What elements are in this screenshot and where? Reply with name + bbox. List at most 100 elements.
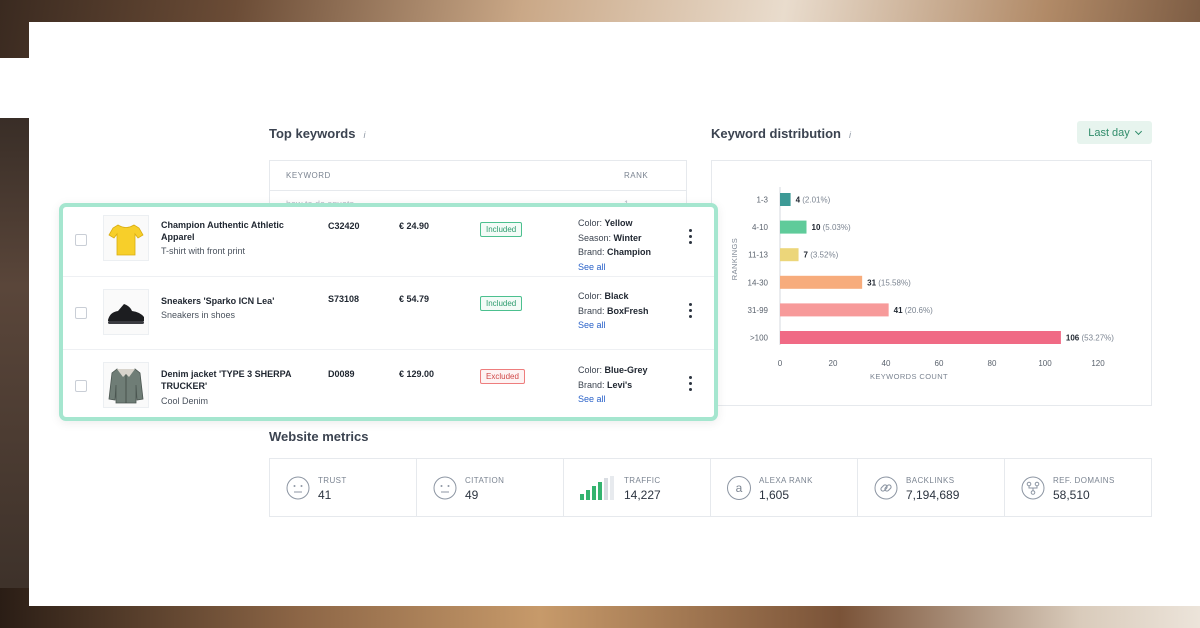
- product-sku: C32420: [328, 221, 360, 231]
- bar-chart: 1-3 4 (2.01%) 4-10 10 (5.03%) 11-13 7 (3.52%)…: [730, 187, 1114, 381]
- background-patch: [0, 58, 30, 118]
- y-tick-label: >100: [750, 334, 769, 343]
- rank-column-header[interactable]: RANK: [624, 171, 649, 180]
- status-badge: Included: [480, 222, 523, 237]
- metric-trust: TRUST 41: [270, 459, 417, 516]
- see-all-link[interactable]: See all: [578, 320, 606, 330]
- row-checkbox[interactable]: [75, 307, 87, 319]
- background-photo-left: [0, 58, 30, 628]
- y-tick-label: 31-99: [748, 306, 769, 315]
- data-label: 4 (2.01%): [796, 196, 831, 205]
- y-tick-label: 11-13: [748, 251, 768, 260]
- neutral-face-icon: [286, 476, 310, 500]
- x-axis-label: KEYWORDS COUNT: [870, 372, 948, 381]
- data-value: 7: [804, 251, 809, 260]
- period-label: Last day: [1088, 126, 1130, 139]
- metric-backlinks: BACKLINKS 7,194,689: [858, 459, 1005, 516]
- top-keywords-title: Top keywords i: [269, 126, 366, 141]
- bar: [780, 303, 889, 317]
- product-row[interactable]: Sneakers 'Sparko ICN Lea' Sneakers in sh…: [63, 277, 714, 350]
- row-checkbox[interactable]: [75, 380, 87, 392]
- denim-jacket-icon: [103, 362, 149, 408]
- product-attributes: Color: Yellow Season: Winter Brand: Cham…: [578, 216, 651, 274]
- more-options-icon[interactable]: [687, 303, 693, 318]
- yellow-tshirt-icon: [103, 215, 149, 261]
- bar: [780, 193, 791, 206]
- bar: [780, 220, 807, 234]
- product-price: € 54.79: [399, 294, 430, 304]
- product-sku: D0089: [328, 369, 355, 379]
- metric-label: BACKLINKS: [906, 476, 955, 485]
- y-tick-label: 4-10: [752, 223, 769, 232]
- table-header: KEYWORD RANK: [270, 161, 686, 191]
- metric-value: 41: [318, 488, 332, 502]
- bar: [780, 331, 1061, 344]
- more-options-icon[interactable]: [687, 376, 693, 391]
- y-tick-label: 14-30: [748, 278, 769, 287]
- product-price: € 24.90: [399, 221, 430, 231]
- data-label: 31 (15.58%): [867, 278, 911, 287]
- metric-label: ALEXA RANK: [759, 476, 813, 485]
- metric-alexa-rank: a ALEXA RANK 1,605: [711, 459, 858, 516]
- keyword-column-header[interactable]: KEYWORD: [286, 171, 331, 180]
- metric-value: 7,194,689: [906, 488, 960, 502]
- product-attributes: Color: Black Brand: BoxFresh See all: [578, 289, 649, 333]
- black-sneaker-icon: [103, 289, 149, 335]
- product-name[interactable]: Sneakers 'Sparko ICN Lea': [161, 296, 275, 306]
- website-metrics-bar: TRUST 41 CITATION 49 TRAFFIC 14,227 a AL…: [269, 458, 1152, 517]
- data-label: 7 (3.52%): [804, 251, 839, 260]
- data-label: 106 (53.27%): [1066, 334, 1114, 343]
- see-all-link[interactable]: See all: [578, 261, 606, 272]
- product-description: Sneakers in shoes: [161, 310, 236, 320]
- data-label: 10 (5.03%): [812, 223, 851, 232]
- data-value: 10: [812, 223, 821, 232]
- y-axis-label: RANKINGS: [730, 238, 739, 280]
- x-tick-label: 80: [988, 359, 997, 368]
- product-attributes: Color: Blue-Grey Brand: Levi's See all: [578, 363, 648, 407]
- x-tick-label: 100: [1038, 359, 1052, 368]
- product-description: Cool Denim: [161, 396, 209, 406]
- data-percent: (20.6%): [903, 306, 934, 315]
- bar: [780, 248, 799, 262]
- info-icon[interactable]: i: [363, 130, 366, 140]
- x-tick-label: 40: [882, 359, 891, 368]
- product-row[interactable]: Denim jacket 'TYPE 3 SHERPA TRUCKER' Coo…: [63, 350, 714, 417]
- product-name[interactable]: Denim jacket 'TYPE 3 SHERPA TRUCKER': [161, 369, 292, 391]
- network-icon: [1021, 476, 1045, 500]
- metric-value: 1,605: [759, 488, 790, 502]
- chevron-down-icon: [1134, 127, 1142, 135]
- keyword-distribution-title: Keyword distribution i: [711, 126, 851, 141]
- row-checkbox[interactable]: [75, 234, 87, 246]
- more-options-icon[interactable]: [687, 229, 693, 244]
- see-all-link[interactable]: See all: [578, 394, 606, 404]
- metric-value: 49: [465, 488, 479, 502]
- product-row[interactable]: Champion Authentic Athletic Apparel T-sh…: [63, 207, 714, 277]
- metric-value: 58,510: [1053, 488, 1090, 502]
- data-percent: (5.03%): [820, 223, 851, 232]
- signal-bars-icon: [580, 476, 616, 500]
- data-value: 41: [894, 306, 903, 315]
- product-sku: S73108: [328, 294, 360, 304]
- status-badge: Excluded: [480, 369, 525, 384]
- metric-traffic: TRAFFIC 14,227: [564, 459, 711, 516]
- x-tick-label: 20: [829, 359, 838, 368]
- metric-citation: CITATION 49: [417, 459, 564, 516]
- data-percent: (2.01%): [800, 196, 831, 205]
- website-metrics-title: Website metrics: [269, 429, 369, 444]
- data-value: 4: [796, 196, 801, 205]
- metric-label: TRUST: [318, 476, 347, 485]
- metric-ref-domains: REF. DOMAINS 58,510: [1005, 459, 1151, 516]
- metric-label: CITATION: [465, 476, 505, 485]
- product-description: T-shirt with front print: [161, 246, 246, 256]
- status-badge: Included: [480, 296, 523, 311]
- info-icon[interactable]: i: [849, 130, 851, 140]
- period-dropdown[interactable]: Last day: [1077, 121, 1152, 144]
- product-name[interactable]: Champion Authentic Athletic Apparel: [161, 220, 284, 242]
- keyword-distribution-chart: 1-3 4 (2.01%) 4-10 10 (5.03%) 11-13 7 (3.52%)…: [711, 160, 1152, 406]
- data-value: 31: [867, 278, 876, 287]
- x-tick-label: 120: [1091, 359, 1105, 368]
- neutral-face-icon: [433, 476, 457, 500]
- x-tick-label: 60: [935, 359, 944, 368]
- data-value: 106: [1066, 334, 1080, 343]
- metric-label: REF. DOMAINS: [1053, 476, 1115, 485]
